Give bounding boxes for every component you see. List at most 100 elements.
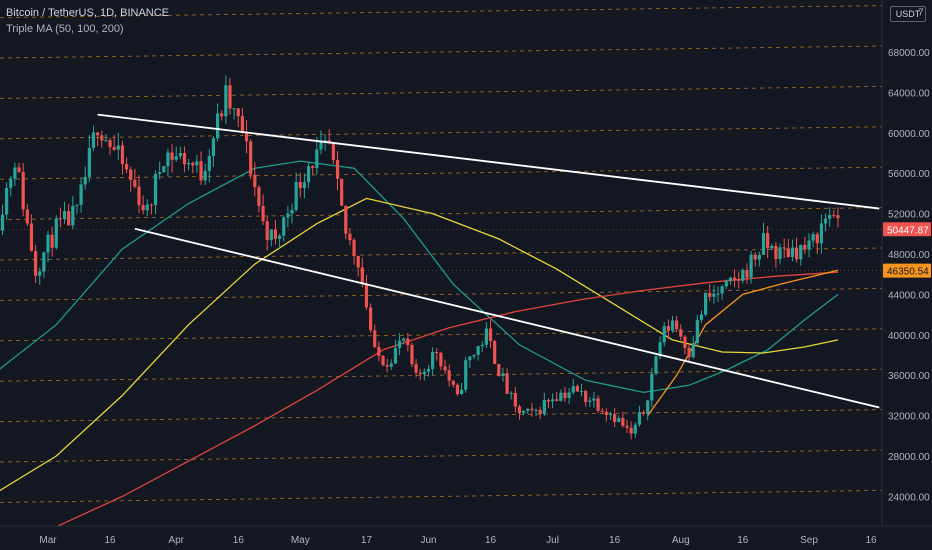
candle (385, 358, 389, 373)
candle-body (526, 408, 530, 411)
candle-body (104, 140, 108, 142)
candle (335, 151, 340, 191)
candle (790, 239, 795, 262)
price-axis[interactable]: 24000.00 28000.00 32000.00 36000.00 40000.00… (888, 8, 930, 504)
candle (410, 342, 414, 368)
candle-body (356, 255, 360, 268)
candle-body (662, 326, 666, 343)
candle-body (315, 149, 319, 169)
candle-body (732, 277, 737, 280)
candle (464, 356, 468, 393)
candle-body (116, 145, 120, 150)
candle (608, 411, 613, 421)
candle (199, 151, 203, 186)
ma-line (0, 160, 839, 394)
candle (526, 408, 530, 415)
candle (472, 354, 476, 360)
candle (232, 108, 236, 120)
candle-body (389, 363, 393, 367)
candle-body (658, 342, 662, 357)
candle-body (712, 293, 716, 297)
candle (211, 136, 216, 167)
candle-body (451, 380, 455, 385)
candle (836, 207, 840, 228)
candle (315, 136, 319, 175)
candle-body (120, 145, 125, 164)
horizontal-level-lines (0, 5, 882, 503)
candle (381, 354, 385, 367)
ma-line (0, 197, 839, 492)
candle-body (344, 205, 348, 234)
candle (17, 162, 21, 174)
candle (182, 146, 187, 173)
candle-body (381, 355, 385, 366)
candle-body (546, 399, 551, 402)
candle-body (215, 113, 220, 139)
candle-body (162, 166, 166, 173)
candle (50, 226, 54, 257)
price-tick-label: 44000.00 (888, 290, 930, 301)
candle-body (348, 233, 352, 241)
candle (0, 204, 5, 235)
candle-body (567, 392, 571, 398)
candle (162, 165, 166, 173)
price-tick-label: 64000.00 (888, 88, 930, 99)
candle-body (397, 340, 402, 349)
candle-body (228, 85, 232, 109)
candle (364, 274, 369, 311)
price-tick-label: 28000.00 (888, 452, 930, 463)
candle-body (716, 293, 720, 295)
time-tick-label: Mar (39, 535, 57, 546)
candle-body (311, 166, 315, 169)
candle-body (600, 410, 604, 412)
candle-body (571, 386, 575, 393)
candle-body (443, 366, 447, 371)
candle-body (182, 153, 187, 165)
candle (261, 194, 265, 225)
candle (650, 367, 654, 408)
ma-line (56, 271, 839, 526)
candle (741, 268, 745, 284)
candle-body (584, 390, 588, 402)
candle (778, 243, 782, 265)
candle (191, 161, 195, 174)
level-line (0, 449, 882, 463)
candle (530, 402, 534, 417)
price-tag-label: 46350.54 (887, 267, 929, 278)
candle-body (617, 418, 621, 422)
candle-body (13, 167, 17, 179)
candle-body (79, 184, 83, 205)
candle-body (563, 392, 567, 398)
candle-body (472, 354, 476, 357)
candle-body (542, 399, 546, 414)
candle-body (778, 247, 782, 260)
candle-body (360, 267, 364, 284)
candle (823, 213, 828, 232)
candle (373, 324, 377, 349)
candle (455, 383, 460, 397)
candle (83, 166, 87, 190)
candle-body (67, 211, 71, 226)
candle-body (823, 218, 828, 224)
candle (646, 399, 650, 421)
candle-body (195, 161, 199, 166)
candle-body (761, 233, 766, 255)
candle (306, 161, 311, 189)
candle (422, 368, 426, 381)
currency-selector[interactable]: USDT (890, 6, 926, 22)
time-tick-label: 16 (609, 535, 621, 546)
candle-body (331, 142, 335, 160)
indicator-label[interactable]: Triple MA (50, 100, 200) (6, 23, 124, 35)
candle (79, 177, 83, 213)
candle (9, 176, 13, 197)
candle-body (770, 245, 774, 249)
time-axis[interactable]: Mar 16 Apr 16 May 17 Jun 16 Jul 16 Aug 16 Sep 16 (39, 535, 877, 546)
candle (13, 162, 17, 187)
candle-body (149, 204, 153, 206)
price-tick-label: 40000.00 (888, 331, 930, 342)
candle (112, 135, 116, 151)
symbol-title[interactable]: Bitcoin / TetherUS, 1D, BINANCE (6, 7, 170, 19)
candle (389, 359, 393, 370)
candle-body (17, 167, 21, 173)
